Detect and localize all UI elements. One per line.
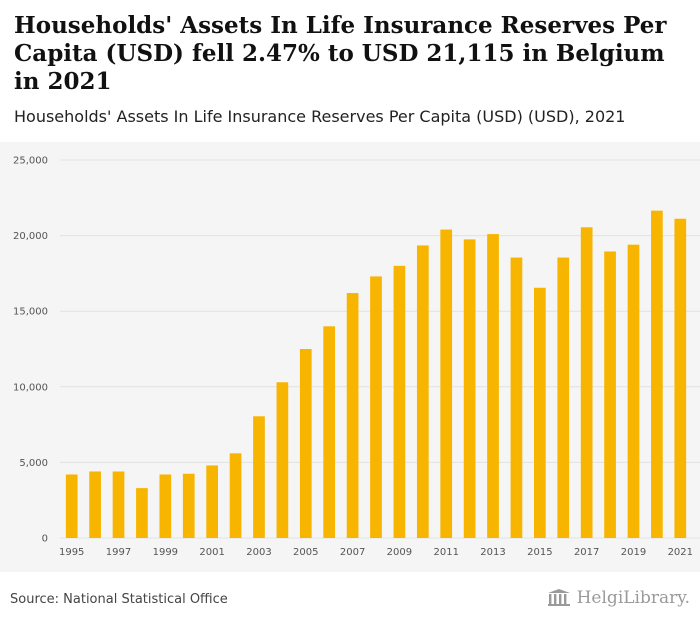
library-columns-icon <box>547 589 570 606</box>
x-tick-label: 2001 <box>199 547 224 558</box>
bar-2007 <box>346 293 359 538</box>
bar-2021 <box>674 218 687 538</box>
x-tick-label: 2015 <box>527 547 552 558</box>
bar-1999 <box>159 474 172 538</box>
x-tick-label: 1995 <box>59 547 84 558</box>
bar-2012 <box>463 239 476 538</box>
y-tick-label: 20,000 <box>13 231 48 242</box>
bar-2015 <box>534 287 546 538</box>
bar-2020 <box>651 210 663 538</box>
bar-2017 <box>580 227 593 538</box>
bar-2016 <box>557 257 570 538</box>
bar-2001 <box>206 465 218 538</box>
bar-2000 <box>182 473 195 538</box>
x-axis-ticks: 1995 1997 1999 2001 2003 2005 2007 2009 2011 2013… <box>59 547 693 558</box>
x-tick-label: 1999 <box>153 547 178 558</box>
x-tick-label: 2011 <box>433 547 458 558</box>
bar-2011 <box>440 229 453 538</box>
bar-2013 <box>487 234 499 538</box>
bar-2019 <box>627 244 640 538</box>
logo-text: HelgiLibrary. <box>576 588 690 608</box>
y-tick-label: 15,000 <box>13 307 48 318</box>
bar-2003 <box>253 416 265 538</box>
bar-2018 <box>604 251 616 538</box>
bar-2010 <box>416 245 429 538</box>
bar-2009 <box>393 265 406 538</box>
x-tick-label: 2013 <box>480 547 505 558</box>
bar-1997 <box>112 471 125 538</box>
x-tick-label: 2007 <box>340 547 365 558</box>
x-tick-label: 2017 <box>574 547 599 558</box>
bars <box>65 210 687 538</box>
bar-2005 <box>299 349 312 538</box>
bar-2002 <box>229 453 242 538</box>
x-tick-label: 2005 <box>293 547 318 558</box>
bar-2008 <box>370 276 382 538</box>
y-tick-label: 10,000 <box>13 382 48 393</box>
bar-1995 <box>65 474 78 538</box>
x-tick-label: 2021 <box>668 547 693 558</box>
x-tick-label: 2019 <box>621 547 646 558</box>
y-tick-label: 5,000 <box>19 458 48 469</box>
y-tick-label: 0 <box>42 534 48 545</box>
source-note: Source: National Statistical Office <box>10 592 228 607</box>
y-axis-ticks: 0 5,000 10,000 15,000 20,000 25,000 <box>13 156 48 545</box>
bar-2006 <box>323 326 336 538</box>
helgi-library-logo: HelgiLibrary. <box>547 588 690 608</box>
x-tick-label: 2003 <box>246 547 271 558</box>
x-tick-label: 1997 <box>106 547 131 558</box>
chart-subtitle: Households' Assets In Life Insurance Res… <box>14 107 626 126</box>
bar-1996 <box>89 471 101 538</box>
bar-2014 <box>510 257 523 538</box>
x-tick-label: 2009 <box>387 547 412 558</box>
bar-2004 <box>276 382 289 538</box>
footer <box>0 572 700 624</box>
y-tick-label: 25,000 <box>13 156 48 167</box>
chart-title: Households' Assets In Life Insurance Res… <box>14 12 667 95</box>
bar-1998 <box>136 488 148 538</box>
